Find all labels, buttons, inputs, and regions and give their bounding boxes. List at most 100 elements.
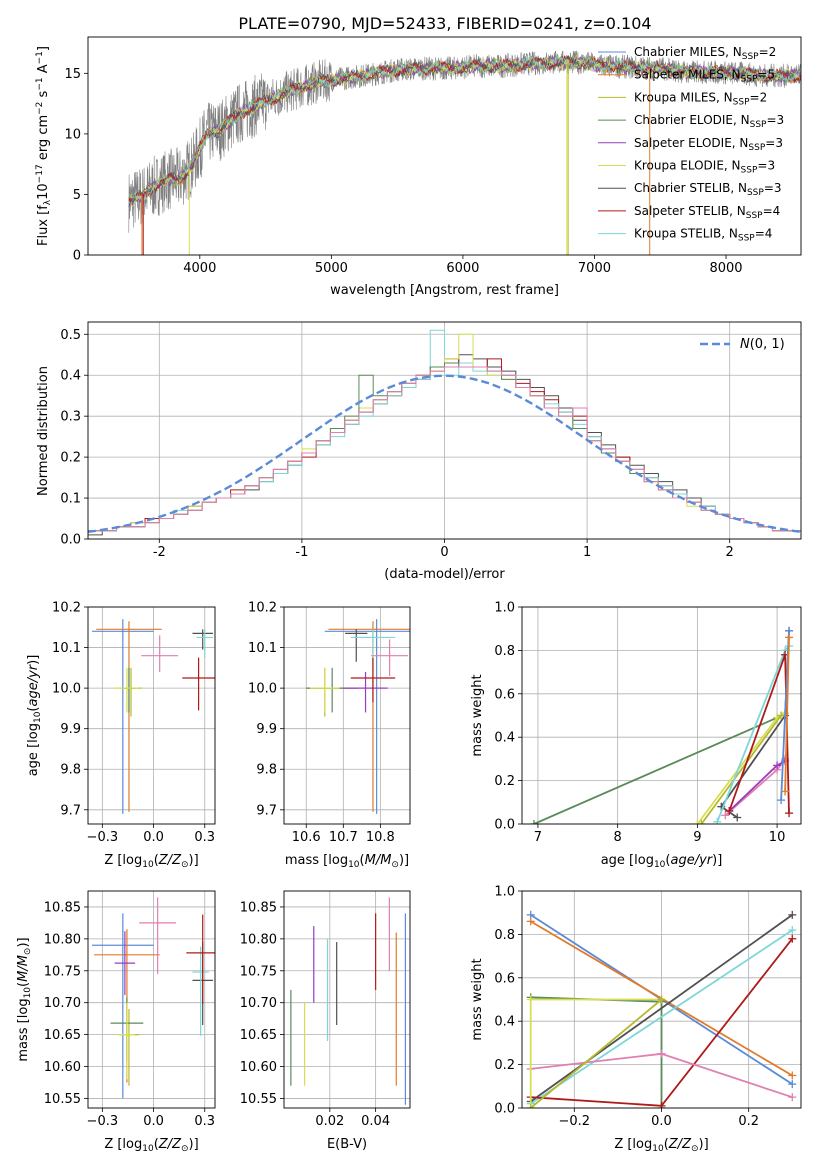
x-tick-label: 7000: [578, 261, 611, 276]
y-tick-label: 10.75: [44, 964, 81, 979]
y-tick-label: 0.6: [494, 687, 515, 702]
x-tick-label: 0.0: [651, 1114, 672, 1129]
y-axis-label: mass [log10(M/M⊙)]: [16, 937, 33, 1061]
y-tick-label: 10.80: [240, 932, 277, 947]
plot-area: [526, 910, 797, 1108]
x-tick-label: 7: [534, 830, 542, 845]
x-tick-label: 0.04: [361, 1114, 390, 1129]
axes-frame: [87, 321, 802, 540]
x-tick-label: -1: [295, 545, 308, 560]
plot-area: [128, 50, 801, 255]
plus-marker: [697, 820, 706, 824]
plus-marker: [733, 813, 742, 822]
plus-marker: [526, 995, 535, 1004]
model-spectrum-line: [128, 55, 801, 201]
plot-area: [529, 626, 794, 824]
y-tick-label: 10.80: [44, 932, 81, 947]
plus-marker: [721, 811, 730, 820]
panel-mass_vs_EBV: 0.02 0.04 10.55 10.60 10.65 10.70 10.75 10.80 10…: [240, 890, 411, 1152]
errorbar-point: [350, 657, 396, 703]
plus-marker: [788, 926, 797, 935]
panel-age_vs_mass: 10.6 10.7 10.8 9.7 9.8 9.9 10.0 10.1 10.2 mass [l…: [248, 601, 411, 870]
axes-frame: [87, 890, 216, 1109]
y-tick-label: 15: [64, 67, 81, 82]
x-axis-label: Z [log10(Z/Z⊙)]: [104, 853, 198, 870]
y-tick-label: 9.7: [256, 803, 277, 818]
y-tick-label: 10.1: [248, 641, 277, 656]
y-tick-label: 0.0: [494, 1102, 515, 1117]
plot-area: [88, 329, 801, 539]
plus-marker: [526, 1104, 535, 1108]
x-tick-label: 8: [614, 830, 622, 845]
panel-residuals: -2 -1 0 1 2 0.0 0.1 0.2 0.3 0.4 0.5 N(0, 1) (data-mo…: [36, 321, 802, 582]
errorbar-point: [92, 913, 154, 1099]
plus-marker: [657, 1049, 666, 1058]
axes-frame: [521, 890, 802, 1109]
y-axis-label: Flux [fλ10−17 erg cm−2 s−1 A−1]: [35, 46, 53, 246]
x-tick-label: 8000: [709, 261, 742, 276]
axes-frame: [283, 606, 411, 825]
errorbar-point: [96, 621, 162, 812]
errorbar-point: [343, 671, 388, 713]
y-tick-label: 0.3: [60, 410, 81, 425]
plus-marker: [777, 711, 786, 720]
x-tick-label: 10.7: [329, 830, 358, 845]
errorbar-point: [141, 635, 179, 672]
plus-marker: [788, 934, 797, 943]
y-tick-label: 0.4: [494, 1015, 515, 1030]
legend-label: Chabrier ELODIE, NSSP=3: [634, 113, 784, 130]
x-tick-label: 0: [440, 545, 448, 560]
y-axis-label: mass weight: [470, 958, 485, 1040]
residuals-legend: N(0, 1): [700, 337, 785, 352]
plus-marker: [788, 1093, 797, 1102]
plus-marker: [529, 820, 538, 824]
x-tick-label: 2: [726, 545, 734, 560]
x-axis-label: (data-model)/error: [384, 567, 505, 582]
y-tick-label: 9.8: [256, 763, 277, 778]
errorbar-point: [114, 667, 140, 713]
x-tick-label: 10: [769, 830, 786, 845]
y-tick-label: 10.65: [240, 1028, 277, 1043]
x-axis-label: mass [log10(M/M⊙)]: [285, 853, 409, 870]
plus-marker: [725, 806, 734, 815]
y-tick-label: 10.70: [240, 996, 277, 1011]
plus-marker: [788, 1071, 797, 1080]
errorbar-point: [192, 629, 213, 650]
y-tick-label: 0.1: [60, 492, 81, 507]
y-tick-label: 0.4: [494, 731, 515, 746]
errorbar-point: [92, 619, 154, 814]
mass-weight-line: [530, 929, 793, 1105]
panel-age_vs_Z: −0.3 0.0 0.3 9.7 9.8 9.9 10.0 10.1 10.2 Z [log10(…: [26, 601, 216, 870]
mass-weight-line: [784, 637, 790, 792]
x-tick-label: 0.3: [194, 830, 215, 845]
y-tick-label: 10.85: [240, 900, 277, 915]
mass-weight-line: [700, 714, 782, 824]
legend-label: Salpeter STELIB, NSSP=4: [634, 204, 780, 221]
y-tick-label: 9.9: [256, 722, 277, 737]
axes-frame: [87, 606, 216, 825]
y-tick-label: 10.55: [44, 1092, 81, 1107]
x-tick-label: −0.3: [87, 1114, 119, 1129]
y-tick-label: 10.0: [248, 682, 277, 697]
x-tick-label: 0.0: [143, 830, 164, 845]
axes-frame: [521, 606, 802, 825]
y-tick-label: 1.0: [494, 601, 515, 616]
errorbar-point: [350, 629, 396, 662]
y-tick-label: 0.2: [494, 1058, 515, 1073]
y-tick-label: 0: [73, 249, 81, 264]
plus-marker: [788, 1080, 797, 1089]
legend-label: Kroupa STELIB, NSSP=4: [634, 227, 772, 244]
y-tick-label: 10.2: [248, 601, 277, 616]
plot-area: [92, 897, 215, 1099]
y-tick-label: 10.65: [44, 1028, 81, 1043]
y-tick-label: 0.5: [60, 328, 81, 343]
figure-title: PLATE=0790, MJD=52433, FIBERID=0241, z=0…: [238, 14, 651, 33]
y-tick-label: 0.8: [494, 928, 515, 943]
y-tick-label: 10.75: [240, 964, 277, 979]
x-tick-label: 9: [693, 830, 701, 845]
errorbar-point: [122, 667, 136, 713]
errorbar-point: [309, 667, 340, 713]
x-tick-label: 6000: [446, 261, 479, 276]
plus-marker: [657, 1101, 666, 1108]
